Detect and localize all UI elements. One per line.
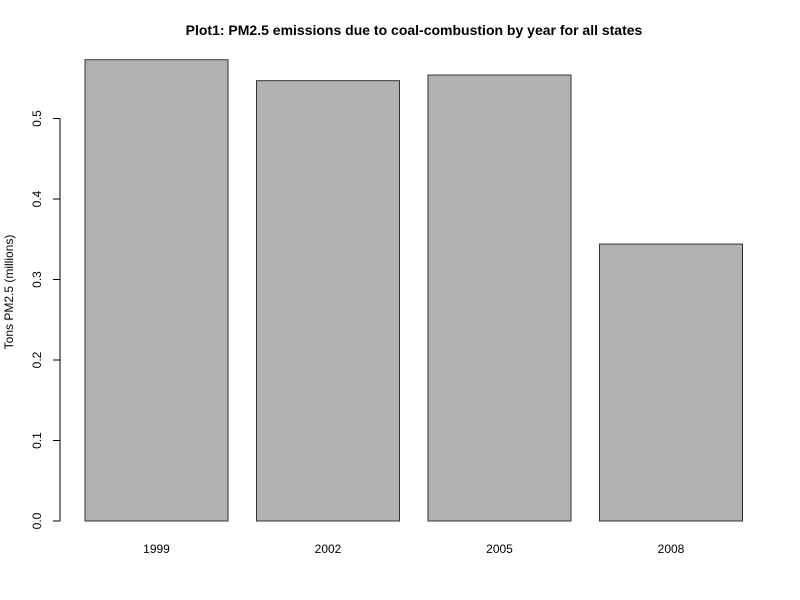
y-tick-label: 0.4: [30, 190, 44, 207]
x-category-label-1999: 1999: [143, 542, 170, 556]
x-axis-labels: 1999 2002 2005 2008: [143, 542, 685, 556]
y-axis: 0.0 0.1 0.2 0.3 0.4 0.5: [30, 110, 61, 529]
y-axis-label: Tons PM2.5 (millions): [2, 235, 16, 350]
y-tick-label: 0.0: [30, 512, 44, 529]
bar-1999: [84, 59, 229, 522]
y-tick-label: 0.5: [30, 110, 44, 127]
y-tick-label: 0.2: [30, 351, 44, 368]
bars-group: [84, 59, 743, 522]
x-category-label-2002: 2002: [315, 542, 342, 556]
bar-2005: [427, 74, 572, 522]
chart-title: Plot1: PM2.5 emissions due to coal-combu…: [186, 22, 643, 38]
x-category-label-2008: 2008: [658, 542, 685, 556]
y-tick-label: 0.1: [30, 432, 44, 449]
bar-2002: [256, 80, 400, 522]
y-tick-label: 0.3: [30, 271, 44, 288]
x-category-label-2005: 2005: [486, 542, 513, 556]
bar-2008: [599, 243, 743, 522]
